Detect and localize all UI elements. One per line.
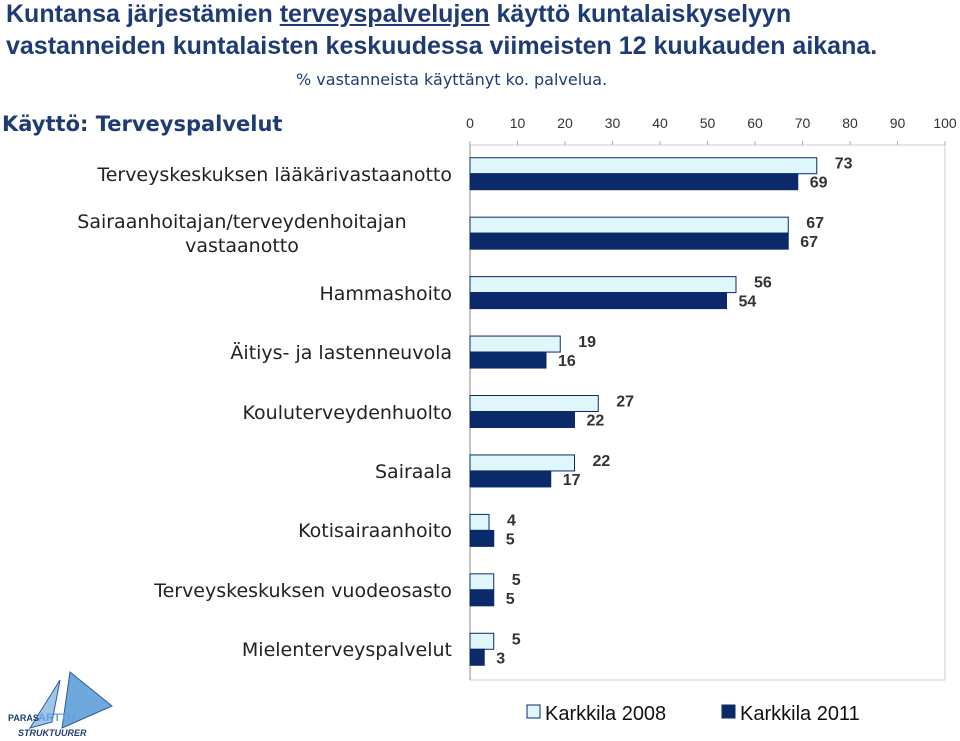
title-part: käyttö kuntalaiskyselyyn	[489, 0, 792, 28]
category-label: Äitiys- ja lastenneuvola	[230, 342, 452, 365]
value-label: 19	[578, 334, 596, 351]
bar	[469, 395, 599, 412]
category-row: Mielenterveyspalvelut	[0, 620, 452, 680]
bar	[469, 632, 495, 650]
category-row: Sairaala	[0, 442, 452, 502]
category-row: Äitiys- ja lastenneuvola	[0, 323, 452, 383]
bar	[469, 157, 818, 175]
logo-sail	[28, 679, 61, 729]
category-label: Kouluterveydenhuolto	[242, 401, 452, 424]
value-label: 69	[810, 175, 828, 192]
category-label: Sairaanhoitajan/terveydenhoitajan vastaa…	[77, 211, 407, 258]
category-row: Terveyskeskuksen vuodeosasto	[0, 561, 452, 621]
bar	[469, 529, 495, 547]
bar	[469, 589, 495, 607]
category-label: Hammashoito	[319, 282, 452, 305]
bar	[469, 513, 490, 531]
value-label: 54	[739, 294, 757, 311]
legend-label: Karkkila 2008	[545, 703, 666, 725]
value-label: 4	[507, 512, 516, 529]
x-tick-label: 70	[795, 115, 811, 131]
category-row: Hammashoito	[0, 264, 452, 324]
bar	[469, 276, 737, 294]
bar	[469, 232, 789, 250]
category-label: Mielenterveyspalvelut	[241, 639, 452, 662]
x-tick-label: 100	[933, 115, 957, 131]
bar	[469, 411, 575, 428]
category-label: Terveyskeskuksen lääkärivastaanotto	[97, 163, 452, 186]
value-label: 27	[616, 394, 634, 411]
x-tick-label: 80	[842, 115, 858, 131]
legend-swatch	[721, 704, 736, 719]
title-line: vastanneiden kuntalaisten keskuudessa vi…	[6, 32, 877, 61]
value-label: 73	[835, 156, 853, 173]
value-label: 5	[512, 572, 521, 589]
value-label: 5	[512, 631, 521, 648]
subtitle: % vastanneista käyttänyt ko. palvelua.	[296, 70, 608, 89]
value-label: 22	[587, 413, 605, 430]
logo-text: ARTTU	[38, 712, 75, 724]
bar	[469, 648, 485, 666]
x-tick-label: 60	[747, 115, 763, 131]
value-label: 67	[800, 234, 818, 251]
bar	[469, 454, 575, 472]
value-label: 67	[806, 215, 824, 232]
bar	[469, 351, 547, 369]
logo-sail	[61, 671, 113, 729]
x-tick-label: 0	[466, 115, 474, 131]
category-row: Sairaanhoitajan/terveydenhoitajan vastaa…	[0, 204, 452, 264]
bar	[469, 173, 799, 191]
value-label: 5	[506, 531, 515, 548]
category-label: Terveyskeskuksen vuodeosasto	[154, 579, 452, 602]
category-label: Sairaala	[374, 460, 452, 483]
x-tick-label: 40	[652, 115, 668, 131]
logo-text: PARAS	[8, 713, 39, 723]
x-tick-label: 90	[890, 115, 906, 131]
bar	[469, 470, 552, 488]
category-row: Kotisairaanhoito	[0, 501, 452, 561]
value-label: 56	[754, 275, 772, 292]
legend-swatch	[526, 704, 541, 719]
title-part: vastanneiden kuntalaisten keskuudessa vi…	[6, 32, 878, 60]
title-line: Kuntansa järjestämien terveyspalvelujen …	[6, 0, 791, 29]
category-label: Kotisairaanhoito	[298, 520, 452, 543]
x-tick-label: 30	[605, 115, 621, 131]
bar	[469, 335, 561, 353]
bar	[469, 292, 727, 310]
value-label: 22	[593, 453, 611, 470]
value-label: 5	[506, 591, 515, 608]
x-tick-label: 50	[700, 115, 716, 131]
value-label: 3	[496, 650, 505, 667]
x-tick-label: 20	[557, 115, 573, 131]
category-row: Kouluterveydenhuolto	[0, 383, 452, 443]
section-label: Käyttö: Terveyspalvelut	[2, 112, 283, 136]
x-tick-label: 10	[510, 115, 526, 131]
value-label: 17	[563, 472, 581, 489]
legend-label: Karkkila 2011	[740, 703, 860, 725]
title-part: terveyspalvelujen	[279, 0, 490, 28]
category-row: Terveyskeskuksen lääkärivastaanotto	[0, 145, 452, 205]
title-part: Kuntansa järjestämien	[6, 0, 280, 28]
value-label: 16	[558, 353, 576, 370]
logo-text: STRUKTUURER	[18, 728, 87, 738]
bar	[469, 573, 495, 591]
bar	[469, 216, 789, 234]
